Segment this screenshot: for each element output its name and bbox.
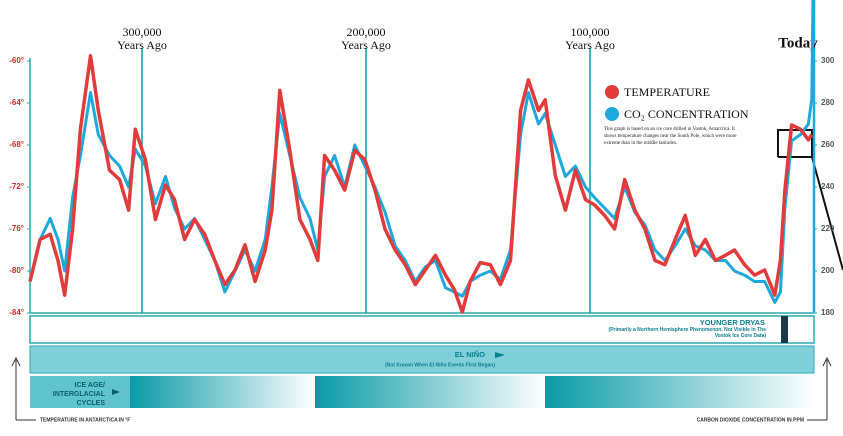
right-arrow [807, 356, 832, 421]
note: This graph is based on an ice core drill… [604, 127, 737, 146]
ice-age-label: ICE AGE/ INTERGLACIAL CYCLES [52, 382, 105, 405]
el-nino-band [29, 345, 815, 374]
y2-tick-label: 200 [821, 266, 835, 275]
el-nino-label: EL NIÑO [455, 350, 485, 359]
younger-dryas-note-box: (Primarily a Northern Hemisphere Phenome… [608, 327, 766, 339]
x-tick-label: Today [778, 35, 818, 51]
y-axis-label: TEMPERATURE IN ANTARCTICA IN °F [40, 417, 130, 423]
legend-label: TEMPERATURE [624, 85, 710, 99]
x-tick-unit: Years Ago [565, 38, 615, 52]
y-tick-label: -84° [9, 308, 24, 317]
zoom-box [777, 129, 843, 271]
younger-dryas-label: YOUNGER DRYAS [700, 318, 765, 327]
y-tick-label: -76° [9, 224, 24, 233]
y-tick-label: -64° [9, 98, 24, 107]
x-tick-unit: Years Ago [117, 38, 167, 52]
note-box: This graph is based on an ice core drill… [604, 127, 737, 146]
x-tick-label: 100,000 [571, 25, 610, 39]
ice-age-cycle [315, 376, 545, 408]
y2-tick-label: 220 [821, 224, 835, 233]
x-tick-label: 200,000 [347, 25, 386, 39]
el-nino-arrow [495, 352, 505, 358]
legend-swatch [605, 85, 619, 99]
ice-age-label-box: ICE AGE/ INTERGLACIAL CYCLES [52, 382, 105, 405]
x-tick-label: 300,000 [123, 25, 162, 39]
younger-dryas-band [29, 315, 815, 344]
y-tick-label: -68° [9, 140, 24, 149]
left-arrow [11, 356, 36, 421]
y-tick-label: -60° [9, 56, 24, 65]
legend-swatch [605, 107, 619, 121]
y2-tick-label: 180 [821, 308, 835, 317]
y2-tick-label: 280 [821, 98, 835, 107]
x-tick-unit: Years Ago [341, 38, 391, 52]
y-tick-label: -80° [9, 266, 24, 275]
legend-label: CO₂ CONCENTRATION [624, 107, 749, 121]
y2-tick-label: 300 [821, 56, 835, 65]
ice-age-cycle [130, 376, 315, 408]
y-tick-label: -72° [9, 182, 24, 191]
y2-tick-label: 240 [821, 182, 835, 191]
younger-dryas-note: (Primarily a Northern Hemisphere Phenome… [608, 327, 766, 339]
y2-tick-label: 260 [821, 140, 835, 149]
ice-age-cycle [545, 376, 814, 408]
series-line [28, 54, 814, 314]
el-nino-note: (Not Known When El Niño Events First Beg… [385, 362, 495, 368]
ice-age-arrow [112, 389, 120, 395]
younger-dryas-marker [781, 316, 788, 343]
y2-axis-label: CARBON DIOXIDE CONCENTRATION IN PPM [697, 417, 804, 423]
